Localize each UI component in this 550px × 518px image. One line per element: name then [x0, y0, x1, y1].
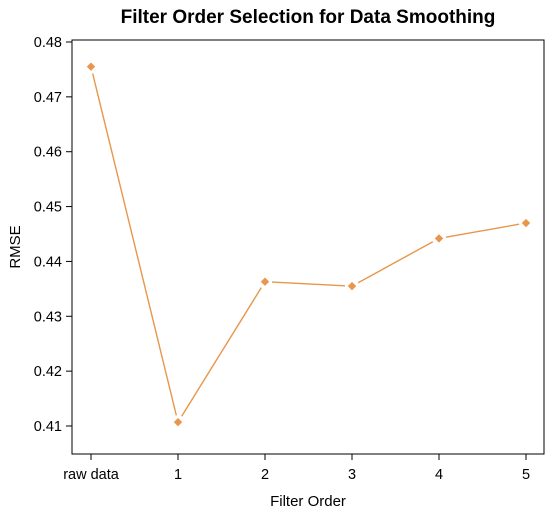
series-segment — [357, 241, 434, 284]
x-tick-label: 5 — [522, 467, 530, 483]
chart-title: Filter Order Selection for Data Smoothin… — [121, 7, 496, 28]
y-tick-label: 0.47 — [34, 90, 62, 106]
y-tick-label: 0.48 — [34, 35, 62, 51]
x-axis: raw data 1 2 3 4 5 — [63, 454, 530, 483]
y-tick-label: 0.43 — [34, 309, 62, 325]
y-tick-label: 0.45 — [34, 200, 62, 216]
y-tick-label: 0.46 — [34, 145, 62, 161]
x-tick-label: 3 — [348, 467, 356, 483]
data-point — [521, 218, 531, 228]
x-tick-label: raw data — [63, 467, 120, 483]
series-layer — [86, 62, 531, 427]
plot-frame — [71, 39, 545, 455]
y-tick-label: 0.41 — [34, 419, 62, 435]
x-tick-label: 4 — [435, 467, 443, 483]
series-segment — [181, 287, 262, 417]
series-segment — [271, 281, 346, 287]
data-point — [434, 234, 444, 243]
data-point — [173, 417, 183, 427]
x-tick-label: 1 — [174, 467, 182, 483]
y-tick-label: 0.44 — [34, 254, 62, 270]
x-axis-title: Filter Order — [270, 493, 346, 510]
y-axis-title: RMSE — [7, 225, 24, 268]
series-segment — [91, 73, 178, 416]
x-tick-label: 2 — [261, 467, 269, 483]
data-point — [347, 281, 357, 291]
data-point — [260, 277, 270, 286]
data-point — [86, 62, 96, 71]
series-segment — [445, 223, 520, 238]
y-axis: 0.41 0.42 0.43 0.44 0.45 0.46 0.47 0.48 — [34, 35, 72, 435]
y-tick-label: 0.42 — [34, 364, 62, 380]
